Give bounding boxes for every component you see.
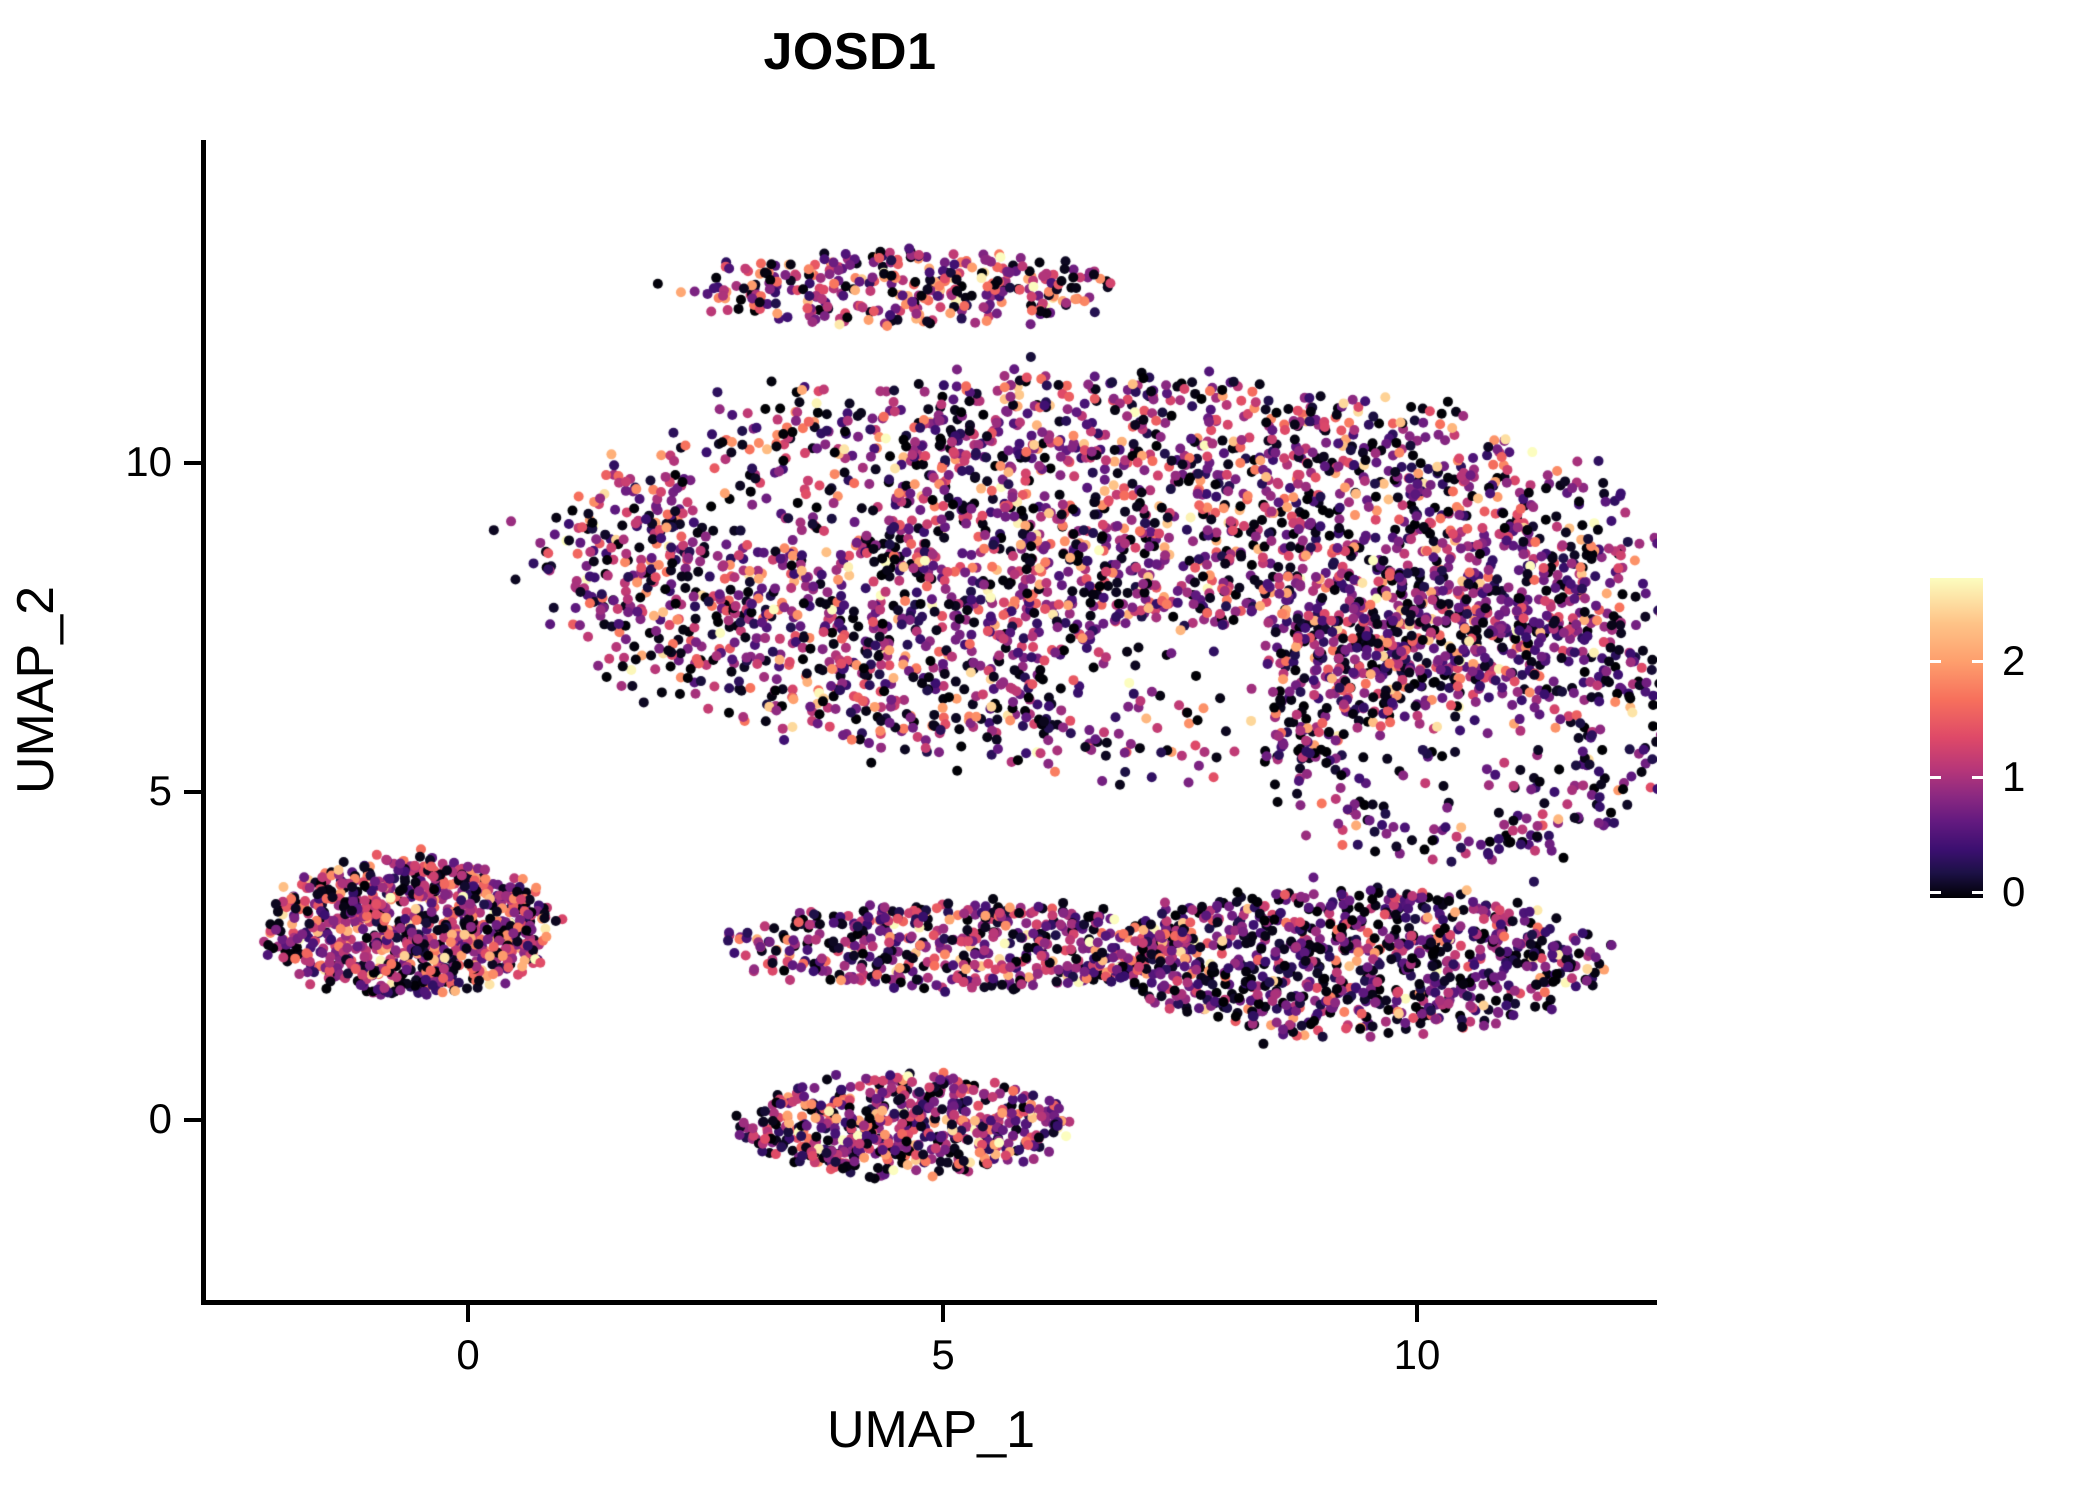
colorbar-gradient — [1930, 578, 1983, 898]
colorbar-label-2: 2 — [2002, 637, 2026, 684]
x-tick-label-5: 5 — [931, 1331, 955, 1378]
x-tick-label-0: 0 — [456, 1331, 480, 1378]
y-axis-title: UMAP_2 — [7, 585, 65, 795]
colorbar-tick-2 — [1930, 660, 1941, 663]
colorbar-label-1: 1 — [2002, 753, 2026, 800]
colorbar-legend: 2 1 0 — [1930, 578, 2080, 913]
scatter-plot-panel[interactable] — [205, 140, 1657, 1302]
y-axis-line — [201, 140, 206, 1305]
colorbar-tick-0 — [1930, 891, 1941, 894]
y-tick-mark-0 — [184, 1118, 201, 1122]
x-tick-mark-10 — [1415, 1305, 1419, 1322]
x-axis-line — [201, 1300, 1657, 1305]
y-tick-mark-5 — [184, 790, 201, 794]
y-tick-label-0: 0 — [148, 1095, 172, 1142]
y-tick-label-10: 10 — [125, 438, 172, 485]
colorbar-label-0: 0 — [2002, 868, 2026, 915]
x-tick-mark-5 — [941, 1305, 945, 1322]
colorbar-tick-0b — [1972, 891, 1983, 894]
colorbar-tick-1b — [1972, 776, 1983, 779]
page-title: JOSD1 — [763, 23, 937, 81]
x-tick-mark-0 — [466, 1305, 470, 1322]
x-tick-label-10: 10 — [1393, 1331, 1441, 1378]
x-axis-title: UMAP_1 — [826, 1401, 1036, 1459]
colorbar-tick-1 — [1930, 776, 1941, 779]
colorbar-tick-2b — [1972, 660, 1983, 663]
scatter-points-canvas — [205, 140, 1657, 1302]
y-tick-mark-10 — [184, 461, 201, 465]
y-tick-label-5: 5 — [148, 767, 172, 814]
